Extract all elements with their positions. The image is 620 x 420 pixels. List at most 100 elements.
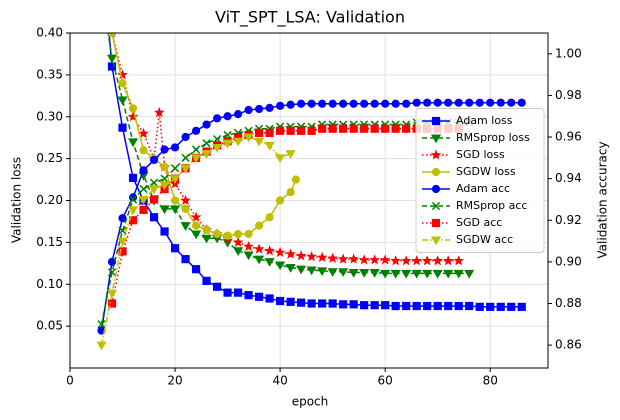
marker: [128, 104, 138, 113]
marker: [486, 302, 495, 311]
marker: [360, 124, 369, 133]
marker: [349, 300, 358, 309]
marker: [318, 99, 327, 108]
marker: [286, 297, 295, 306]
marker: [444, 301, 453, 311]
marker: [191, 221, 201, 230]
marker: [412, 301, 421, 311]
marker: [400, 255, 412, 266]
marker: [128, 193, 138, 202]
y-tick-label: 0.20: [36, 193, 63, 207]
marker: [202, 139, 211, 148]
marker: [328, 124, 337, 133]
marker: [170, 164, 180, 173]
legend: Adam loss RMSprop loss SGD loss SGDW loss Ad…: [415, 108, 545, 253]
marker: [202, 225, 211, 234]
y-tick-label: 0.05: [36, 319, 63, 333]
marker: [423, 301, 432, 311]
marker: [159, 181, 170, 191]
marker: [360, 99, 369, 108]
marker: [285, 264, 296, 273]
marker: [107, 268, 117, 277]
x-tick-label: 60: [378, 374, 393, 388]
marker: [254, 221, 264, 230]
marker: [316, 251, 328, 262]
marker: [390, 269, 401, 279]
marker: [327, 252, 338, 263]
marker: [475, 302, 484, 311]
marker: [107, 257, 117, 266]
marker: [212, 114, 222, 123]
marker: [243, 251, 254, 261]
marker: [107, 33, 117, 38]
marker: [430, 236, 442, 246]
x-axis-label: epoch: [292, 395, 329, 409]
x-tick-label: 80: [483, 374, 498, 388]
marker: [139, 184, 148, 194]
x-tick-label: 20: [167, 374, 182, 388]
marker: [475, 98, 484, 107]
y-tick-label: 0.35: [36, 67, 63, 81]
marker: [402, 99, 411, 108]
legend-box: [415, 108, 545, 253]
marker: [181, 132, 190, 142]
marker: [118, 79, 127, 88]
legend-label: SGDW loss: [456, 165, 516, 178]
y2-tick-label: 0.90: [555, 254, 582, 268]
marker: [276, 296, 285, 306]
marker: [149, 178, 159, 187]
marker: [464, 269, 475, 279]
marker: [202, 120, 211, 129]
marker: [496, 98, 505, 107]
marker: [265, 213, 274, 222]
legend-label: Adam loss: [456, 114, 513, 127]
marker: [190, 230, 202, 240]
marker: [243, 240, 254, 252]
marker: [432, 269, 443, 279]
marker: [380, 269, 391, 279]
marker: [128, 195, 138, 204]
marker: [412, 98, 421, 107]
marker: [381, 301, 390, 310]
marker: [306, 251, 317, 262]
marker: [117, 237, 128, 247]
marker: [431, 167, 441, 177]
marker: [286, 100, 295, 109]
marker: [423, 98, 432, 107]
marker: [276, 101, 285, 110]
marker: [212, 282, 222, 291]
y-tick-label: 0.30: [36, 109, 63, 123]
y-tick-label: 0.25: [36, 151, 63, 165]
marker: [127, 138, 139, 148]
legend-label: RMSprop loss: [456, 131, 530, 144]
marker: [391, 99, 400, 108]
marker: [254, 292, 264, 301]
marker: [486, 98, 495, 107]
marker: [97, 320, 106, 329]
marker: [391, 124, 400, 133]
marker: [139, 146, 148, 155]
marker: [254, 255, 265, 265]
marker: [253, 243, 265, 254]
marker: [339, 300, 348, 309]
marker: [454, 301, 463, 311]
x-tick-label: 40: [272, 374, 287, 388]
marker: [265, 294, 274, 303]
marker: [181, 255, 190, 264]
legend-label: Adam acc: [456, 182, 510, 195]
marker: [264, 258, 275, 267]
marker: [128, 173, 138, 182]
marker: [358, 254, 370, 265]
marker: [337, 253, 349, 264]
marker: [212, 143, 223, 153]
marker: [507, 98, 516, 107]
marker: [496, 302, 505, 311]
marker: [118, 123, 127, 132]
marker: [411, 255, 423, 266]
chart-title: ViT_SPT_LSA: Validation: [215, 8, 405, 28]
marker: [233, 288, 243, 297]
marker: [118, 226, 127, 235]
marker: [159, 205, 170, 215]
y2-tick-label: 0.96: [555, 130, 582, 144]
marker: [170, 196, 180, 205]
